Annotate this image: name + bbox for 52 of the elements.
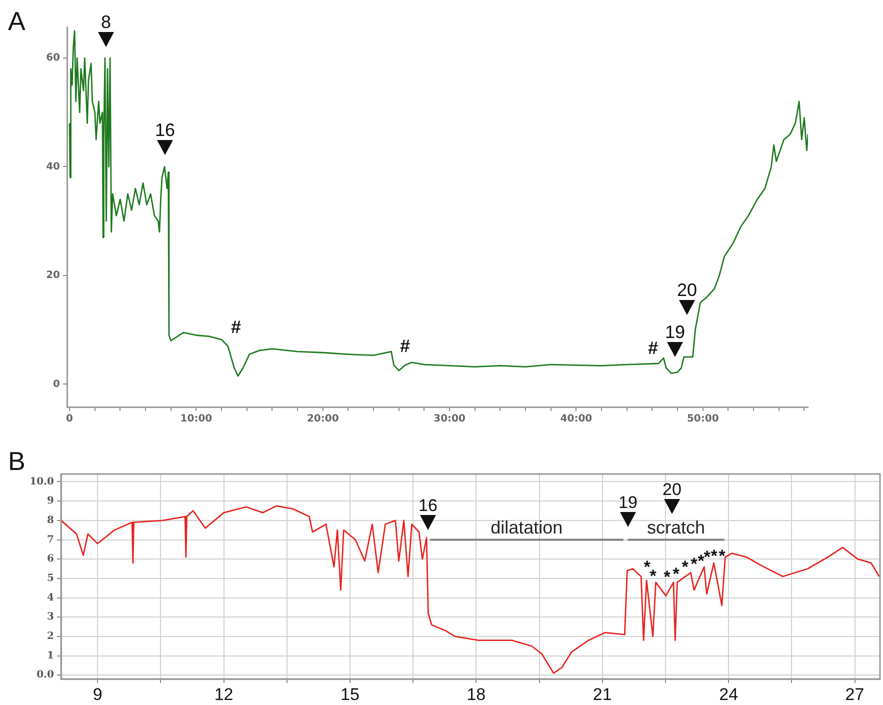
x-tick-label: 0 — [66, 414, 74, 425]
annotation: * — [644, 558, 651, 577]
y-tick-label: 60 — [46, 52, 60, 64]
x-tick-label: 40:00 — [560, 414, 592, 425]
annotation: 8 — [100, 12, 112, 32]
x-tick-label: 24 — [719, 684, 738, 704]
y-tick-label: 7 — [47, 534, 54, 546]
y-tick-label: 20 — [46, 270, 60, 282]
annotation: # — [648, 338, 658, 358]
y-tick-label: 10.0 — [30, 476, 54, 488]
x-tick-label: 10:00 — [180, 414, 212, 425]
annotation: 19 — [618, 493, 638, 512]
annotation: * — [718, 546, 726, 566]
y-tick-label: 1 — [47, 650, 54, 662]
annotation: 16 — [154, 120, 176, 140]
y-tick-label: 0 — [53, 378, 60, 390]
annotation: * — [710, 546, 718, 566]
annotation: 16 — [418, 496, 438, 516]
series-label: dilatation — [490, 518, 563, 538]
x-tick-label: 50:00 — [686, 414, 719, 425]
annotation: 20 — [676, 280, 698, 300]
y-tick-label: 2 — [47, 631, 54, 642]
annotation: * — [664, 568, 671, 587]
series-label: scratch — [646, 518, 705, 538]
annotation: * — [704, 548, 711, 567]
chart-title: A — [8, 6, 26, 37]
y-tick-label: 8 — [47, 515, 54, 526]
x-tick-label: 9 — [92, 684, 102, 704]
annotation: * — [698, 552, 705, 571]
y-tick-label: 40 — [46, 161, 60, 172]
annotation: # — [230, 316, 242, 337]
x-tick-label: 21 — [592, 684, 612, 704]
x-tick-label: 18 — [466, 684, 486, 704]
x-tick-label: 15 — [340, 684, 360, 704]
annotation: # — [400, 336, 410, 356]
annotation: * — [690, 554, 698, 574]
annotation: * — [682, 558, 689, 577]
y-tick-label: 0.0 — [36, 670, 54, 681]
y-tick-label: 4 — [47, 592, 54, 604]
y-tick-label: 9 — [47, 496, 54, 507]
annotation: * — [650, 566, 657, 586]
annotation: * — [672, 564, 680, 584]
y-tick-label: 6 — [47, 554, 54, 565]
annotation: 20 — [662, 480, 682, 500]
x-tick-label: 20:00 — [306, 414, 339, 425]
x-tick-label: 12 — [214, 684, 234, 704]
y-tick-label: 3 — [47, 612, 54, 623]
x-tick-label: 30:00 — [434, 414, 466, 425]
annotation: 19 — [664, 322, 686, 342]
y-tick-label: 5 — [47, 573, 54, 584]
chart-title: B — [8, 446, 26, 477]
x-tick-label: 27 — [845, 684, 864, 704]
